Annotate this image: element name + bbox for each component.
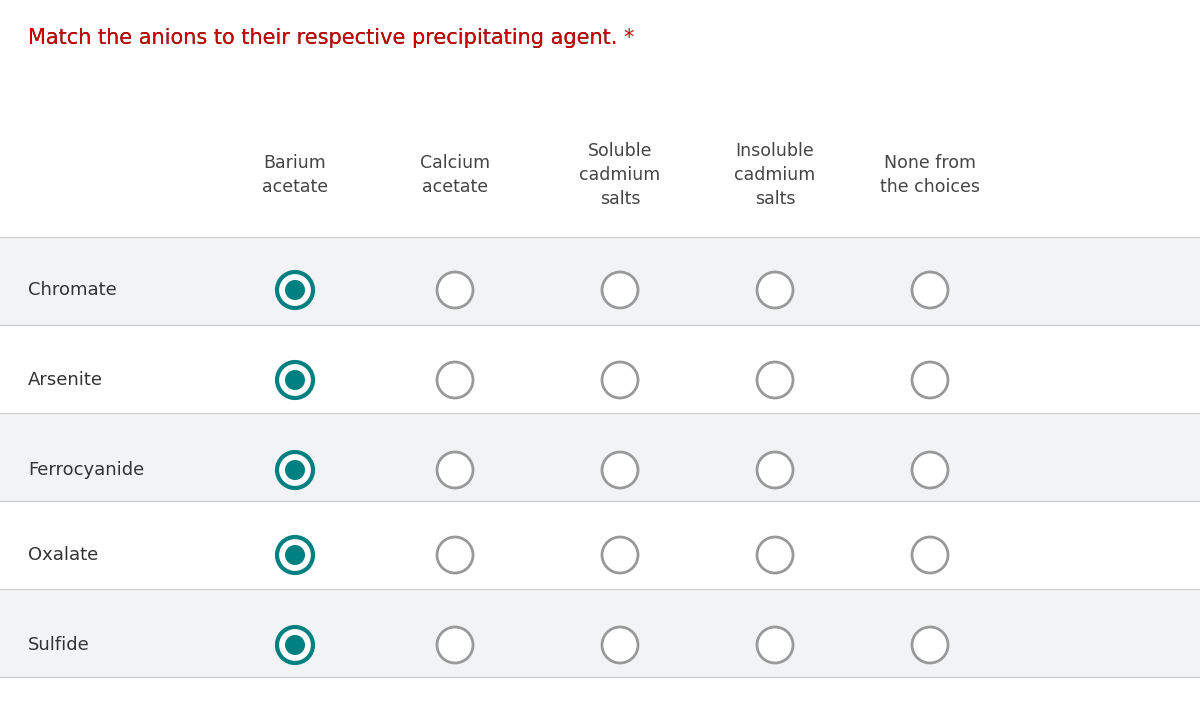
Bar	[0, 501, 1200, 589]
Circle shape	[757, 452, 793, 488]
Circle shape	[757, 537, 793, 573]
Circle shape	[602, 537, 638, 573]
Circle shape	[277, 272, 313, 308]
Text: Sulfide: Sulfide	[28, 636, 90, 654]
Circle shape	[437, 627, 473, 663]
Text: Calcium
acetate: Calcium acetate	[420, 154, 490, 196]
Text: Barium
acetate: Barium acetate	[262, 154, 328, 196]
Circle shape	[277, 362, 313, 398]
Circle shape	[282, 542, 308, 568]
Circle shape	[602, 272, 638, 308]
Circle shape	[277, 537, 313, 573]
Circle shape	[437, 452, 473, 488]
Circle shape	[282, 632, 308, 658]
Circle shape	[602, 627, 638, 663]
Circle shape	[282, 457, 308, 483]
Bar	[0, 325, 1200, 413]
Text: Arsenite: Arsenite	[28, 371, 103, 389]
Circle shape	[757, 627, 793, 663]
Circle shape	[912, 272, 948, 308]
Bar	[0, 237, 1200, 325]
Circle shape	[286, 370, 305, 390]
Text: None from
the choices: None from the choices	[880, 154, 980, 196]
Circle shape	[912, 537, 948, 573]
Circle shape	[277, 452, 313, 488]
Circle shape	[912, 627, 948, 663]
Circle shape	[286, 280, 305, 300]
Text: Oxalate: Oxalate	[28, 546, 98, 564]
Circle shape	[437, 537, 473, 573]
Circle shape	[912, 362, 948, 398]
Text: Soluble
cadmium
salts: Soluble cadmium salts	[580, 143, 661, 208]
Circle shape	[277, 627, 313, 663]
Circle shape	[437, 362, 473, 398]
Text: Ferrocyanide: Ferrocyanide	[28, 461, 144, 479]
Bar	[0, 413, 1200, 501]
Text: Insoluble
cadmium
salts: Insoluble cadmium salts	[734, 143, 816, 208]
Text: Chromate: Chromate	[28, 281, 116, 299]
Circle shape	[757, 272, 793, 308]
Circle shape	[286, 460, 305, 480]
Circle shape	[602, 362, 638, 398]
Circle shape	[602, 452, 638, 488]
Circle shape	[282, 367, 308, 393]
Circle shape	[912, 452, 948, 488]
Circle shape	[757, 362, 793, 398]
Bar	[0, 589, 1200, 677]
Circle shape	[437, 272, 473, 308]
Text: Match the anions to their respective precipitating agent.: Match the anions to their respective pre…	[28, 28, 617, 48]
Circle shape	[286, 635, 305, 655]
Circle shape	[282, 277, 308, 303]
Text: Match the anions to their respective precipitating agent. *: Match the anions to their respective pre…	[28, 28, 635, 48]
Circle shape	[286, 545, 305, 565]
